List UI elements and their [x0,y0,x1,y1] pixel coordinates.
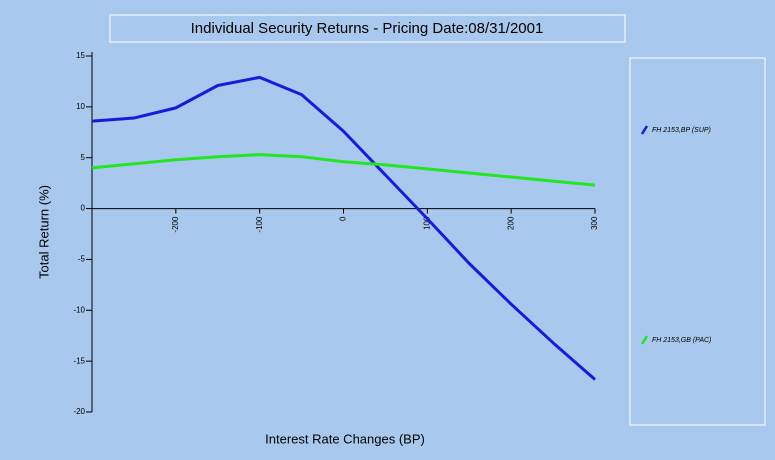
series-line [91,153,596,187]
y-tick-label: 15 [76,51,85,60]
series-line [91,75,596,381]
x-tick-label: 100 [422,216,431,230]
y-tick-label: -20 [73,407,85,416]
legend-label: FH 2153,BP (SUP) [652,127,711,134]
x-tick-label: -100 [255,216,264,233]
y-tick-label: 10 [76,102,85,111]
x-tick-label: 200 [506,216,515,230]
chart-title: Individual Security Returns - Pricing Da… [191,20,544,37]
y-tick-label: 0 [81,204,86,213]
y-axis-label: Total Return (%) [36,185,51,279]
title-box [109,14,626,43]
y-tick-label: 5 [81,153,86,162]
x-tick-label: 300 [590,216,599,230]
y-tick-label: -5 [78,255,86,264]
y-tick-label: -10 [73,305,85,314]
legend-box [629,57,766,426]
x-tick-label: 0 [339,216,348,221]
x-axis-label: Interest Rate Changes (BP) [265,431,425,446]
y-tick-label: -15 [73,356,85,365]
x-tick-label: -200 [171,216,180,233]
legend-swatch [640,335,649,345]
legend-swatch [640,125,649,135]
legend-label: FH 2153,GB (PAC) [652,337,711,344]
